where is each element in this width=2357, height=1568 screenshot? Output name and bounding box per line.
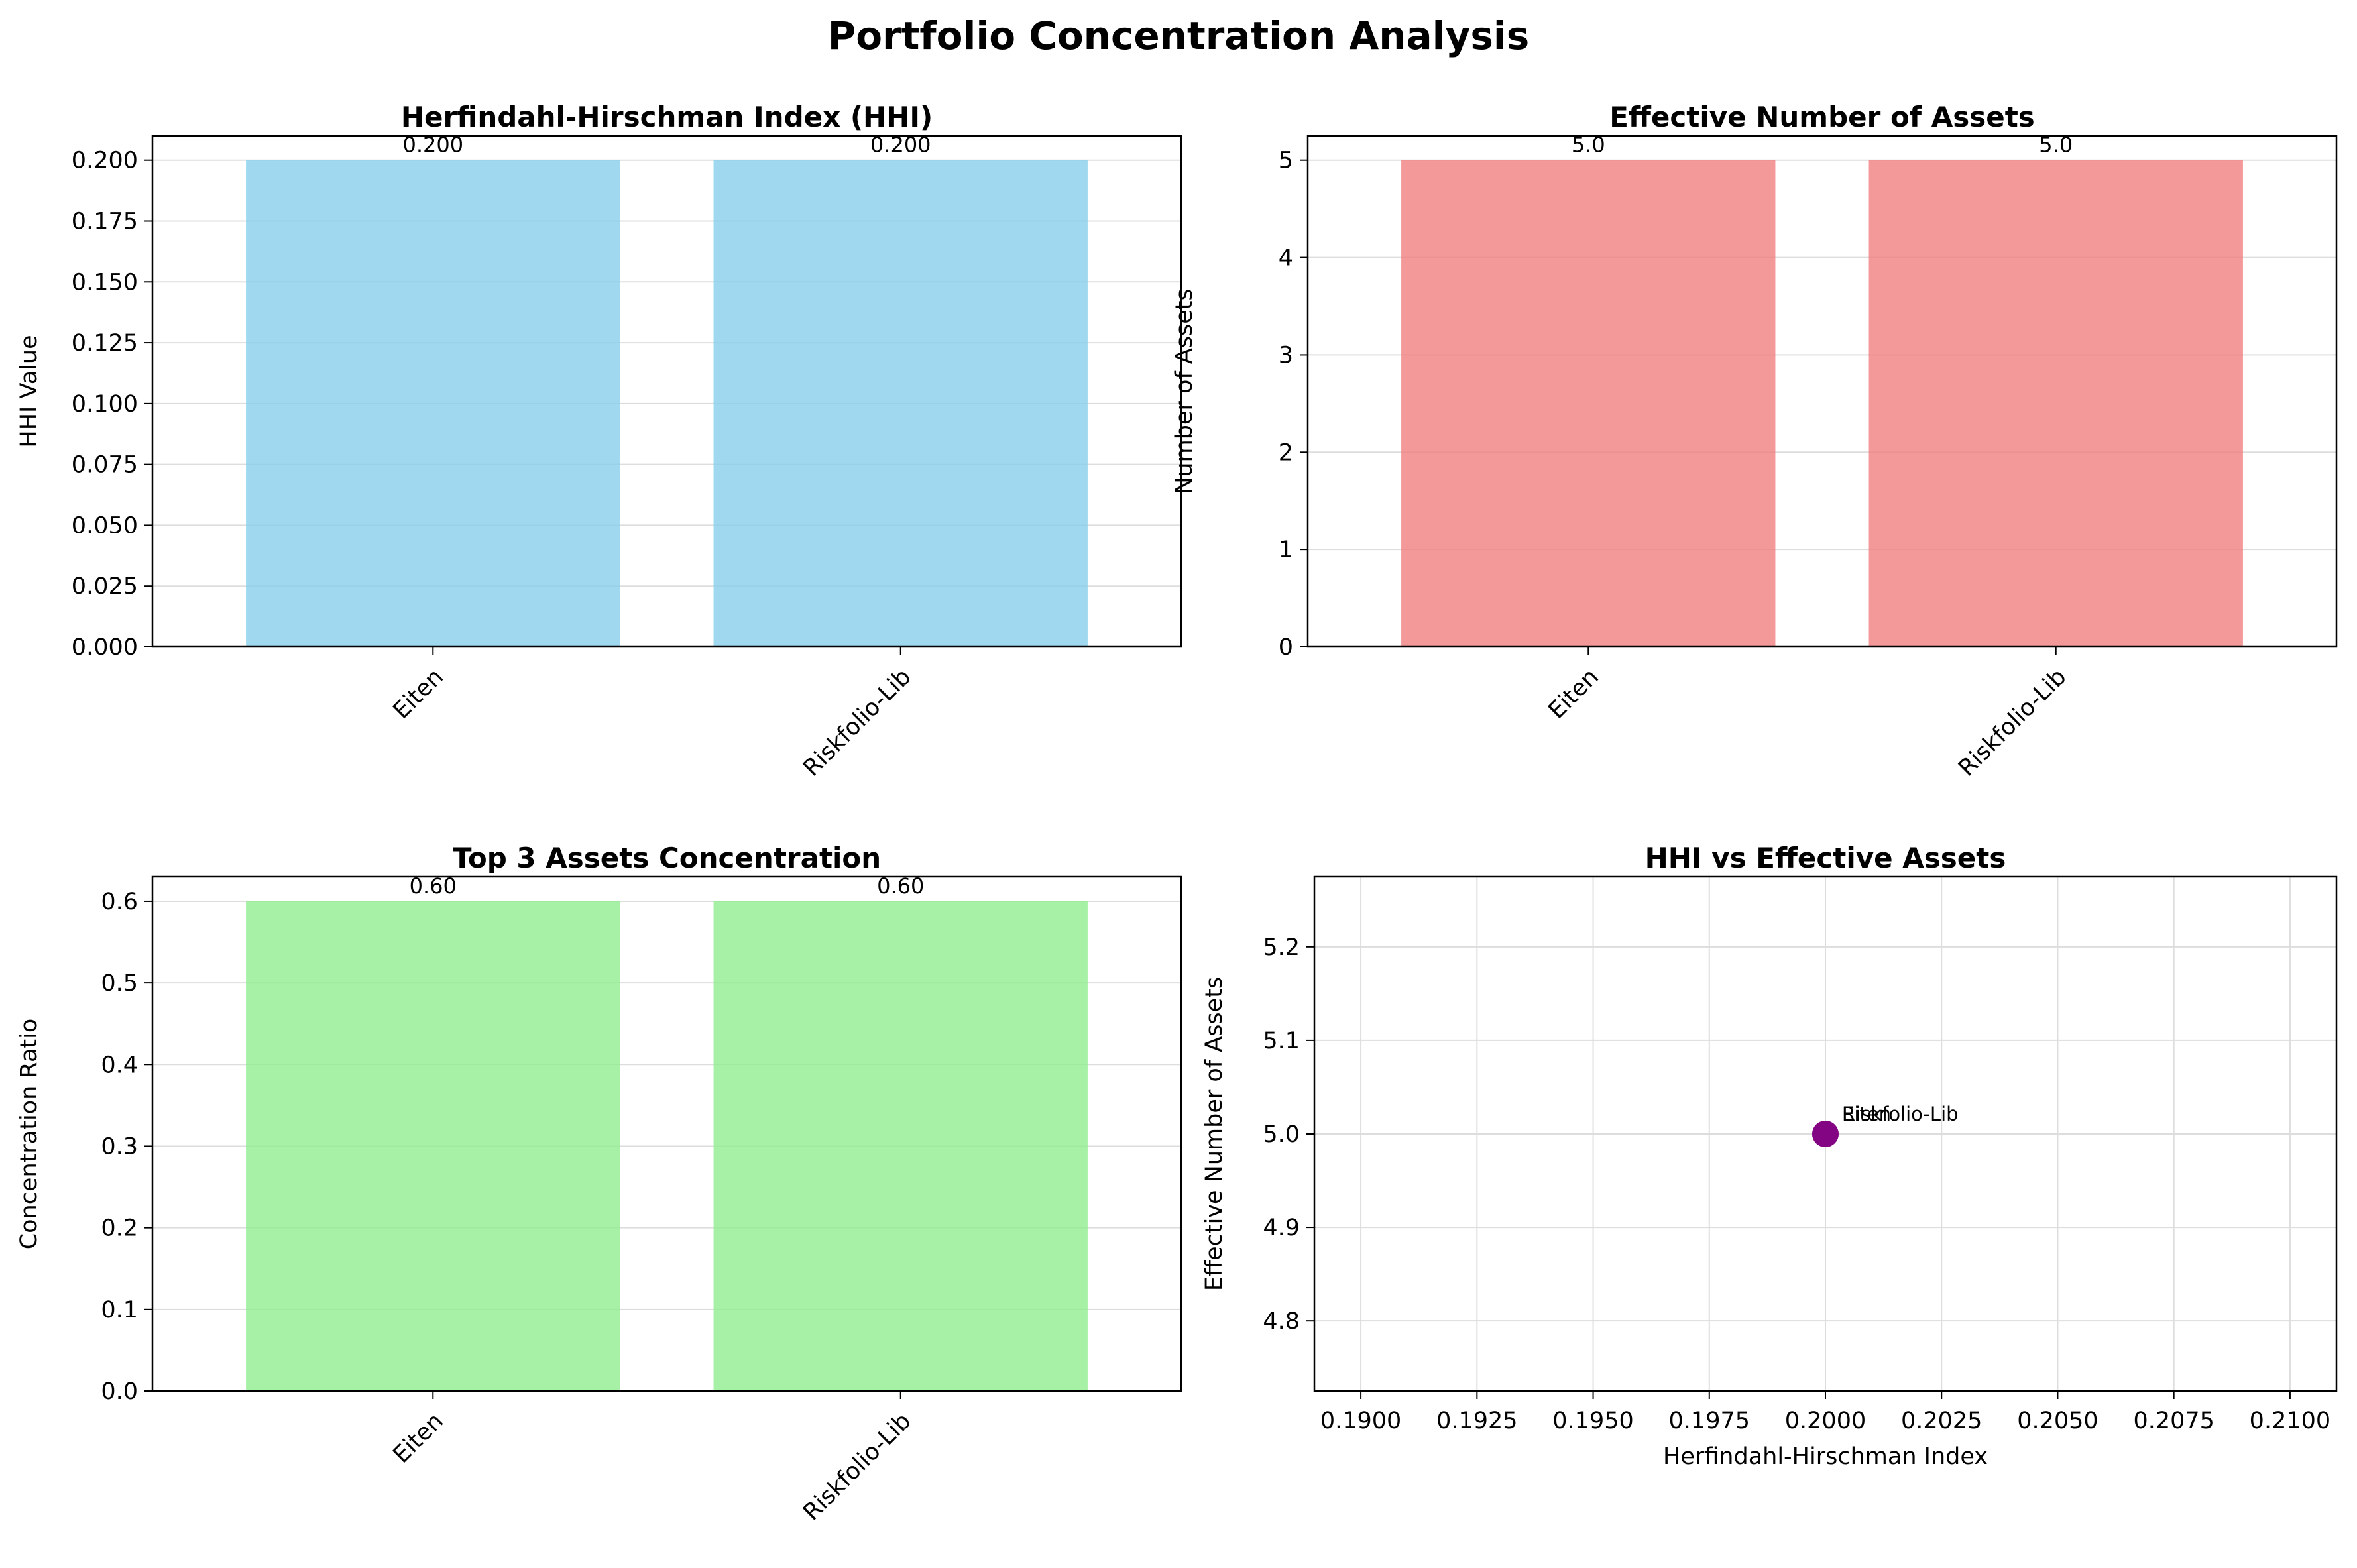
scatter-point-riskfolio-lib bbox=[1812, 1121, 1839, 1147]
y-tick-label: 2 bbox=[1279, 439, 1293, 466]
scatter-point-label: Eiten bbox=[1842, 1103, 1891, 1125]
y-tick-label: 0.175 bbox=[72, 209, 138, 235]
axes-frame bbox=[1306, 135, 2338, 648]
y-tick-label: 0.125 bbox=[72, 330, 138, 357]
bar-riskfolio-lib bbox=[713, 160, 1088, 647]
x-tick-label: 0.2000 bbox=[1785, 1408, 1866, 1434]
y-tick-label: 4.9 bbox=[1263, 1215, 1300, 1241]
bar-eiten bbox=[246, 901, 620, 1391]
figure-suptitle: Portfolio Concentration Analysis bbox=[828, 13, 1530, 58]
bar-eiten bbox=[246, 160, 620, 647]
x-tick-label: 0.2050 bbox=[2017, 1408, 2098, 1434]
hhi-bar-chart: 0.200Eiten0.200Riskfolio-Lib0.0000.0250.… bbox=[16, 101, 1182, 782]
y-tick-label: 0.025 bbox=[72, 573, 138, 600]
chart-title: HHI vs Effective Assets bbox=[1645, 842, 2006, 874]
y-tick-label: 0.050 bbox=[72, 512, 138, 539]
y-axis-label: Concentration Ratio bbox=[16, 1019, 42, 1250]
y-axis-label: HHI Value bbox=[16, 335, 42, 447]
x-tick-label: 0.1950 bbox=[1552, 1408, 1633, 1434]
y-tick-label: 0.000 bbox=[72, 634, 138, 661]
y-tick-label: 0.150 bbox=[72, 269, 138, 296]
x-tick-label: 0.2075 bbox=[2133, 1408, 2214, 1434]
chart-title: Effective Number of Assets bbox=[1609, 101, 2035, 133]
bar-value-label: 0.60 bbox=[410, 873, 457, 899]
x-tick-label: 0.1900 bbox=[1320, 1408, 1401, 1434]
y-tick-label: 5.2 bbox=[1263, 934, 1300, 961]
bar-eiten bbox=[1401, 160, 1776, 647]
y-tick-label: 0 bbox=[1279, 634, 1293, 661]
y-tick-label: 4 bbox=[1279, 245, 1293, 272]
y-tick-label: 0.6 bbox=[101, 889, 138, 915]
y-tick-label: 0.5 bbox=[101, 970, 138, 997]
chart-title: Top 3 Assets Concentration bbox=[453, 842, 881, 874]
y-tick-label: 4.8 bbox=[1263, 1308, 1300, 1335]
axes-frame bbox=[1313, 875, 2338, 1392]
y-axis-label: Effective Number of Assets bbox=[1201, 977, 1228, 1291]
x-tick-label: 0.2100 bbox=[2250, 1408, 2330, 1434]
x-axis-label: Herfindahl-Hirschman Index bbox=[1663, 1443, 1988, 1470]
x-tick-label: 0.1975 bbox=[1669, 1408, 1750, 1434]
chart-title: Herfindahl-Hirschman Index (HHI) bbox=[401, 101, 933, 133]
x-tick-label: 0.1925 bbox=[1436, 1408, 1517, 1434]
bar-riskfolio-lib bbox=[713, 901, 1088, 1391]
y-tick-label: 1 bbox=[1279, 537, 1293, 563]
bar-riskfolio-lib bbox=[1868, 160, 2243, 647]
y-tick-label: 0.075 bbox=[72, 452, 138, 478]
y-tick-label: 0.3 bbox=[101, 1133, 138, 1160]
y-tick-label: 5.1 bbox=[1263, 1028, 1300, 1054]
y-tick-label: 0.1 bbox=[101, 1297, 138, 1323]
y-tick-label: 5 bbox=[1279, 148, 1293, 174]
scatter-point-label: Riskfolio-Lib bbox=[1842, 1103, 1959, 1125]
y-tick-label: 0.2 bbox=[101, 1215, 138, 1242]
y-tick-label: 3 bbox=[1279, 342, 1293, 368]
axes-frame bbox=[151, 875, 1182, 1392]
bar-value-label: 0.60 bbox=[877, 873, 924, 899]
y-axis-label: Number of Assets bbox=[1171, 288, 1198, 494]
y-tick-label: 0.100 bbox=[72, 391, 138, 418]
y-tick-label: 5.0 bbox=[1263, 1121, 1300, 1148]
x-tick-label: 0.2025 bbox=[1901, 1408, 1982, 1434]
y-tick-label: 0.4 bbox=[101, 1052, 138, 1078]
top3-concentration-bar-chart: 0.60Eiten0.60Riskfolio-Lib0.00.10.20.30.… bbox=[16, 842, 1182, 1526]
y-tick-label: 0.200 bbox=[72, 148, 138, 174]
axes-frame bbox=[151, 135, 1182, 648]
y-tick-label: 0.0 bbox=[101, 1378, 138, 1405]
